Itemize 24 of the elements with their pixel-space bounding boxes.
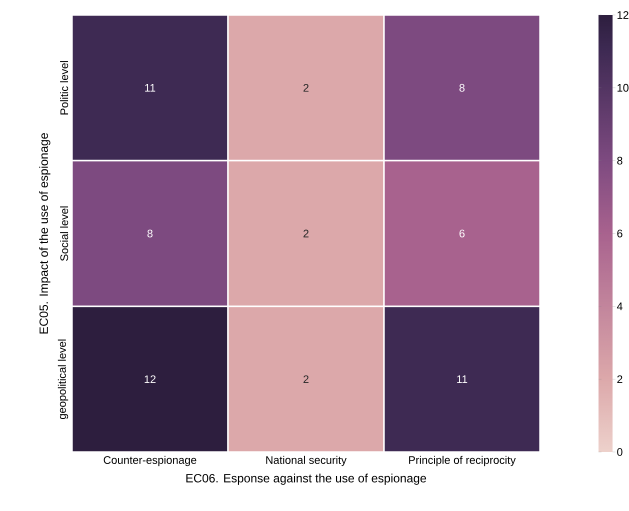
x-axis-title: EC06. Esponse against the use of espionage <box>186 474 426 485</box>
data-label: 2 <box>303 230 309 238</box>
color-bar-label: 6 <box>617 230 622 238</box>
color-bar-label: 2 <box>617 375 622 384</box>
x-tick-label: Principle of reciprocity <box>409 456 516 466</box>
data-label: 8 <box>147 230 153 238</box>
x-tick-label: Counter-espionage <box>104 456 196 466</box>
color-bar-label: 10 <box>618 84 629 92</box>
data-label: 2 <box>303 84 309 92</box>
color-bar-label: 0 <box>617 448 622 456</box>
data-label: 11 <box>145 84 156 92</box>
y-tick-label: Social level <box>60 206 68 261</box>
y-tick-label: Politic level <box>60 61 68 114</box>
x-tick-label: National security <box>266 456 347 466</box>
data-label: 8 <box>459 84 465 92</box>
color-bar-label: 8 <box>617 156 622 165</box>
color-bar-label: 4 <box>616 302 623 310</box>
data-label: 2 <box>303 375 309 384</box>
data-label: 12 <box>144 375 156 384</box>
data-label: 11 <box>457 375 468 383</box>
data-label: 6 <box>460 230 465 238</box>
y-tick-label: geopolitical level <box>58 340 68 420</box>
y-axis-title: EC05. Impact of the use of espionage <box>39 133 50 334</box>
color-bar-label: 12 <box>618 11 628 19</box>
